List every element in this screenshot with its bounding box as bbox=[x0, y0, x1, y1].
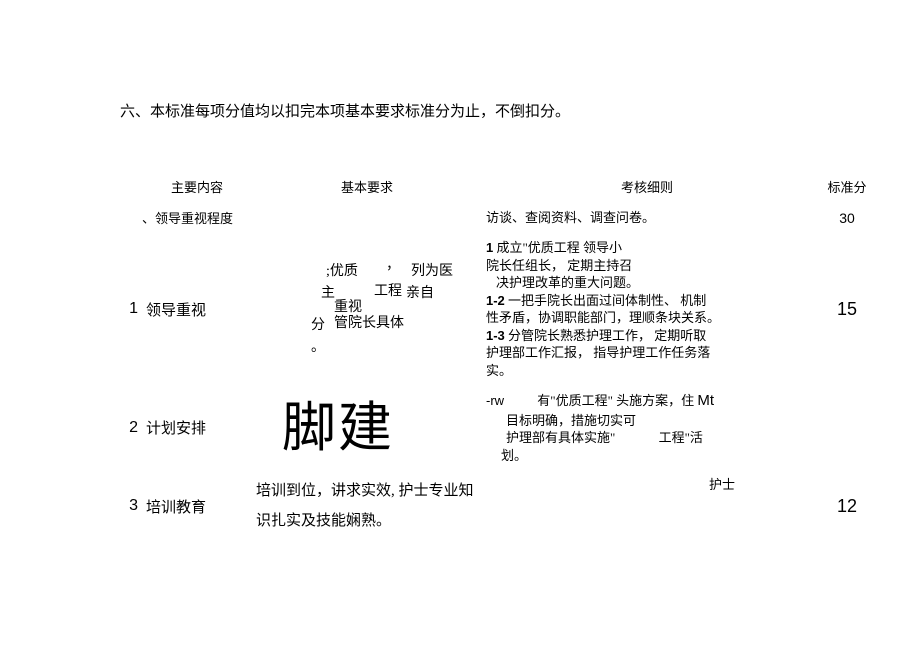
r1-2: 院长任组长， 定期主持召 bbox=[486, 258, 632, 273]
r2-4: 划。 bbox=[486, 448, 527, 463]
header-req: 基本要求 bbox=[252, 171, 482, 202]
row2-main: 计划安排 bbox=[142, 385, 252, 470]
row3-main: 培训教育 bbox=[142, 470, 252, 542]
req1-f7: 亲自 bbox=[406, 284, 434, 304]
r1-4a: 1-2 bbox=[486, 293, 505, 308]
row1-idx: 1 bbox=[120, 233, 142, 385]
req1-f10: 。 bbox=[311, 338, 325, 358]
r1-8: 实。 bbox=[486, 363, 512, 378]
r1-6a: 1-3 bbox=[486, 328, 505, 343]
r3-frag: 护士 bbox=[559, 477, 735, 492]
row1-score: 15 bbox=[812, 233, 882, 385]
r1-7: 护理部工作汇报， 指导护理工作任务落 bbox=[486, 345, 710, 360]
evaluation-table: 主要内容 基本要求 考核细则 标准分 、领导重视程度 访谈、查阅资料、调查问卷。… bbox=[120, 171, 882, 542]
row-leadership: 1 领导重视 ;优质 ， 列为医 主 重视 工程 亲自 分 管院长具体 。 bbox=[120, 233, 882, 385]
r1-4b: 一把手院长出面过间体制性、 机制 bbox=[505, 293, 707, 308]
row3-req: 培训到位，讲求实效, 护士专业知识扎实及技能娴熟。 bbox=[252, 470, 482, 542]
r1-5: 性矛盾，协调职能部门，理顺条块关系。 bbox=[486, 310, 720, 325]
req1-f8: 分 bbox=[311, 316, 325, 336]
row2-req: 脚建 bbox=[252, 385, 482, 470]
row1-main: 领导重视 bbox=[142, 233, 252, 385]
header-main: 主要内容 bbox=[142, 171, 252, 202]
row2-rule: -rw 有"优质工程" 头施方案，住 Mt 目标明确，措施切实可 护理部有具体实… bbox=[482, 385, 812, 470]
subheader-main: 、领导重视程度 bbox=[142, 202, 252, 233]
r2-2: 目标明确，措施切实可 bbox=[486, 413, 636, 428]
header-rule: 考核细则 bbox=[482, 171, 812, 202]
subheader-rule: 访谈、查阅资料、调查问卷。 bbox=[482, 202, 812, 233]
r2-1c: Mt bbox=[697, 392, 714, 409]
req1-f1: ;优质 bbox=[326, 262, 358, 282]
r2-3a: 护理部有具体实施" bbox=[486, 430, 615, 445]
sub-header-row: 、领导重视程度 访谈、查阅资料、调查问卷。 30 bbox=[120, 202, 882, 233]
row1-req: ;优质 ， 列为医 主 重视 工程 亲自 分 管院长具体 。 bbox=[252, 233, 482, 385]
preamble-text: 六、本标准每项分值均以扣完本项基本要求标准分为止，不倒扣分。 bbox=[120, 100, 880, 121]
row1-rule: 1 成立"优质工程 领导小 院长任组长， 定期主持召 决护理改革的重大问题。 1… bbox=[482, 233, 812, 385]
r1-3: 决护理改革的重大问题。 bbox=[486, 275, 639, 290]
subheader-score: 30 bbox=[812, 202, 882, 233]
row-plan: 2 计划安排 脚建 -rw 有"优质工程" 头施方案，住 Mt 目标明确，措施切… bbox=[120, 385, 882, 470]
req1-f4: 主 bbox=[321, 284, 335, 304]
row3-score: 12 bbox=[812, 470, 882, 542]
r2-1a: -rw bbox=[486, 393, 504, 408]
table-header-row: 主要内容 基本要求 考核细则 标准分 bbox=[120, 171, 882, 202]
r1-1b: 成立"优质工程 领导小 bbox=[493, 240, 622, 255]
req1-f6: 工程 bbox=[374, 282, 402, 302]
req1-f2: ， bbox=[386, 256, 400, 276]
row-training: 3 培训教育 培训到位，讲求实效, 护士专业知识扎实及技能娴熟。 护士 12 bbox=[120, 470, 882, 542]
header-score: 标准分 bbox=[812, 171, 882, 202]
req1-f9: 管院长具体 bbox=[334, 314, 404, 334]
req1-f3: 列为医 bbox=[411, 262, 453, 282]
r2-3b: 工程"活 bbox=[619, 430, 703, 445]
row2-idx: 2 bbox=[120, 385, 142, 470]
r1-6b: 分管院长熟悉护理工作， 定期听取 bbox=[505, 328, 707, 343]
row3-rule: 护士 bbox=[482, 470, 812, 542]
row3-idx: 3 bbox=[120, 470, 142, 542]
r2-1b: 有"优质工程" 头施方案，住 bbox=[507, 393, 694, 408]
